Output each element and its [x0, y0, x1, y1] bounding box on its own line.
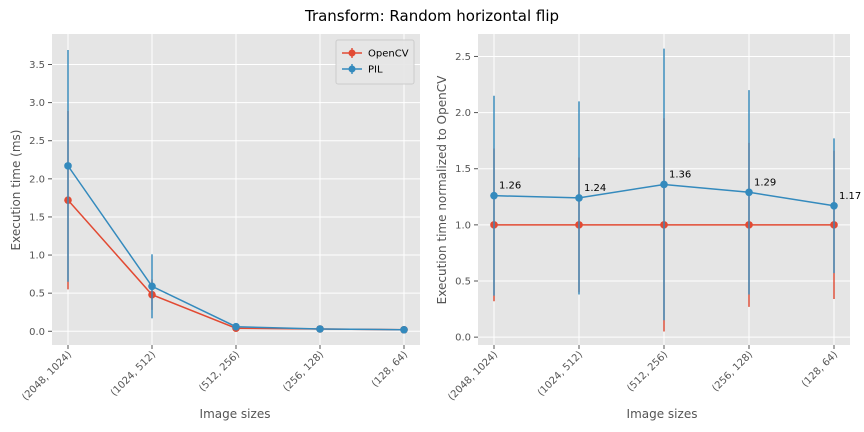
y-tick-label: 0.0 [455, 333, 471, 344]
y-tick-label: 1.0 [455, 220, 471, 231]
legend: OpenCV PIL [335, 39, 415, 85]
legend-label: OpenCV [368, 49, 409, 60]
data-point [148, 282, 156, 291]
legend-box [335, 39, 415, 85]
x-tick-label: (1024, 512) [109, 349, 158, 398]
y-tick-label: 2.0 [455, 108, 471, 119]
y-tick-label: 0.5 [29, 289, 45, 300]
data-point [575, 194, 583, 202]
left-chart: 0.0 0.5 1.0 1.5 2.0 2.5 3.0 3.5 (2048, 1024) (102… [20, 34, 420, 403]
right-chart: 0.0 0.5 1.0 1.5 2.0 2.5 (2048, 1024) (1024, 512… [446, 34, 861, 403]
data-point [400, 325, 408, 334]
right-x-axis-label: Image sizes [627, 407, 698, 421]
data-label: 1.17 [839, 191, 861, 202]
data-point [830, 201, 838, 210]
x-tick-label: (128, 64) [800, 349, 840, 389]
figure-title: Transform: Random horizontal flip [304, 7, 559, 25]
data-point [490, 191, 498, 200]
data-label: 1.24 [584, 183, 606, 194]
left-x-axis-label: Image sizes [200, 407, 271, 421]
data-label: 1.26 [499, 181, 521, 192]
x-tick-label: (2048, 1024) [20, 349, 74, 403]
x-tick-label: (2048, 1024) [446, 349, 500, 403]
data-point [316, 325, 324, 333]
x-tick-label: (512, 256) [197, 349, 242, 394]
x-tick-label: (128, 64) [370, 349, 410, 389]
y-tick-label: 1.0 [29, 251, 45, 262]
y-tick-label: 3.0 [29, 98, 45, 109]
right-y-axis-label: Execution time normalized to OpenCV [435, 75, 449, 304]
data-point [232, 322, 240, 331]
x-tick-label: (512, 256) [625, 349, 670, 394]
left-y-axis-label: Execution time (ms) [9, 130, 23, 251]
data-point [660, 180, 668, 189]
x-tick-label: (256, 128) [710, 349, 755, 394]
y-tick-label: 3.5 [29, 60, 45, 71]
y-tick-label: 0.5 [455, 277, 471, 288]
y-tick-label: 0.0 [29, 327, 45, 338]
x-tick-label: (256, 128) [281, 349, 326, 394]
y-tick-label: 2.5 [29, 136, 45, 147]
y-tick-label: 1.5 [29, 212, 45, 223]
y-tick-label: 2.0 [29, 174, 45, 185]
legend-marker [348, 65, 356, 73]
legend-marker [348, 49, 356, 57]
y-tick-label: 1.5 [455, 164, 471, 175]
x-tick-label: (1024, 512) [536, 349, 585, 398]
data-label: 1.29 [754, 177, 776, 188]
data-label: 1.36 [669, 169, 691, 180]
data-point [745, 188, 753, 197]
legend-label: PIL [368, 65, 383, 76]
data-point [64, 162, 72, 170]
y-tick-label: 2.5 [455, 52, 471, 63]
